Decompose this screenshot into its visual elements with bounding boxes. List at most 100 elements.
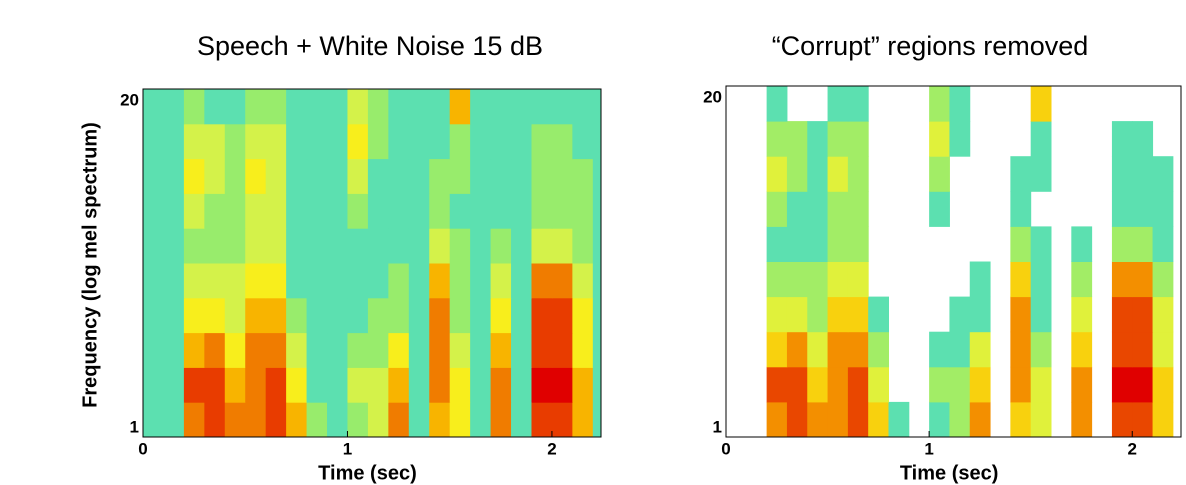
heatmap-cell: [766, 156, 788, 192]
heatmap-cell: [827, 401, 849, 438]
heatmap-cell: [367, 89, 389, 125]
heatmap-cell: [367, 402, 389, 438]
heatmap-cell: [949, 296, 971, 333]
heatmap-cell: [592, 228, 602, 264]
heatmap-cell: [1152, 191, 1174, 227]
x-tick-label: 1: [343, 439, 352, 458]
heatmap-cell: [1111, 296, 1133, 333]
heatmap-cell: [551, 228, 573, 264]
heatmap-cell: [847, 261, 869, 298]
heatmap-cell: [847, 401, 869, 438]
heatmap-cell: [388, 89, 410, 125]
heatmap-cell: [163, 228, 185, 264]
heatmap-cell: [786, 366, 808, 403]
heatmap-cell: [367, 228, 389, 264]
heatmap-cell: [572, 402, 594, 438]
heatmap-cell: [1152, 296, 1174, 333]
heatmap-cell: [449, 402, 471, 438]
heatmap-cell: [163, 367, 185, 403]
heatmap-cell: [847, 296, 869, 333]
heatmap-cell: [245, 367, 267, 403]
heatmap-cell: [1010, 296, 1032, 333]
heatmap-cell: [245, 158, 267, 194]
x-axis-label: Time (sec): [318, 462, 417, 484]
heatmap-cell: [470, 193, 492, 229]
heatmap-cell: [1030, 401, 1052, 438]
heatmap-cell: [766, 296, 788, 333]
heatmap-cell: [408, 158, 430, 194]
heatmap-cell: [449, 193, 471, 229]
heatmap-cell: [183, 228, 205, 264]
heatmap-cell: [827, 296, 849, 333]
heatmap-cell: [572, 123, 594, 160]
heatmap-cell: [1152, 331, 1174, 368]
heatmap-cell: [286, 158, 308, 194]
heatmap-cell: [1132, 401, 1154, 438]
heatmap-cell: [592, 193, 602, 229]
heatmap-cell: [572, 263, 594, 299]
heatmap-cell: [1030, 331, 1052, 368]
heatmap-cell: [1132, 296, 1154, 333]
heatmap-cell: [766, 261, 788, 298]
heatmap-cell: [1111, 191, 1133, 227]
heatmap-cell: [163, 297, 185, 334]
heatmap-cell: [367, 367, 389, 403]
heatmap-cell: [265, 228, 287, 264]
x-axis-label: Time (sec): [900, 462, 999, 484]
heatmap-cell: [388, 297, 410, 334]
heatmap-cell: [183, 89, 205, 125]
heatmap-cell: [286, 367, 308, 403]
heatmap-cell: [929, 86, 950, 122]
heatmap-cell: [847, 121, 869, 157]
heatmap-cell: [490, 367, 512, 403]
heatmap-cell: [949, 121, 971, 157]
heatmap-cell: [847, 226, 869, 262]
heatmap-cell: [1010, 366, 1032, 403]
heatmap-cell: [449, 89, 471, 125]
y-tick-label: 1: [130, 417, 139, 436]
heatmap-cell: [511, 402, 532, 438]
heatmap-cell: [847, 366, 869, 403]
heatmap-cell: [367, 158, 389, 194]
heatmap-cell: [470, 89, 492, 125]
heatmap-cell: [969, 331, 991, 368]
heatmap-cell: [245, 297, 267, 334]
heatmap-cell: [204, 123, 226, 160]
heatmap-cell: [511, 367, 532, 403]
y-axis-label: Frequency (log mel spectrum): [79, 122, 101, 408]
heatmap-cell: [511, 123, 532, 160]
heatmap-cell: [592, 297, 602, 334]
heatmap-cell: [143, 89, 164, 125]
heatmap-cell: [1111, 226, 1133, 262]
heatmap-cell: [327, 123, 348, 160]
heatmap-cell: [847, 86, 869, 122]
heatmap-cell: [592, 332, 602, 368]
heatmap-cell: [490, 332, 512, 368]
heatmap-cell: [572, 89, 594, 125]
heatmap-cell: [265, 89, 287, 125]
heatmap-cell: [367, 297, 389, 334]
heatmap-cell: [511, 158, 532, 194]
chart-title: “Corrupt” regions removed: [772, 31, 1089, 61]
heatmap-cell: [807, 296, 829, 333]
heatmap-cell: [306, 367, 328, 403]
heatmap-cell: [766, 191, 788, 227]
heatmap-cell: [265, 263, 287, 299]
heatmap-cell: [347, 402, 369, 438]
heatmap-cell: [786, 226, 808, 262]
heatmap-cell: [531, 158, 553, 194]
heatmap-cell: [388, 367, 410, 403]
heatmap-cell: [1010, 156, 1032, 192]
heatmap-cell: [592, 123, 602, 160]
heatmap-cell: [1132, 191, 1154, 227]
heatmap-cell: [1152, 156, 1174, 192]
heatmap-cell: [786, 331, 808, 368]
plot-frame: [725, 85, 1182, 438]
heatmap-cell: [1111, 156, 1133, 192]
heatmap-cell: [868, 401, 889, 438]
heatmap-cell: [388, 158, 410, 194]
heatmap-cell: [1030, 366, 1052, 403]
heatmap-cell: [408, 297, 430, 334]
heatmap-cell: [306, 332, 328, 368]
